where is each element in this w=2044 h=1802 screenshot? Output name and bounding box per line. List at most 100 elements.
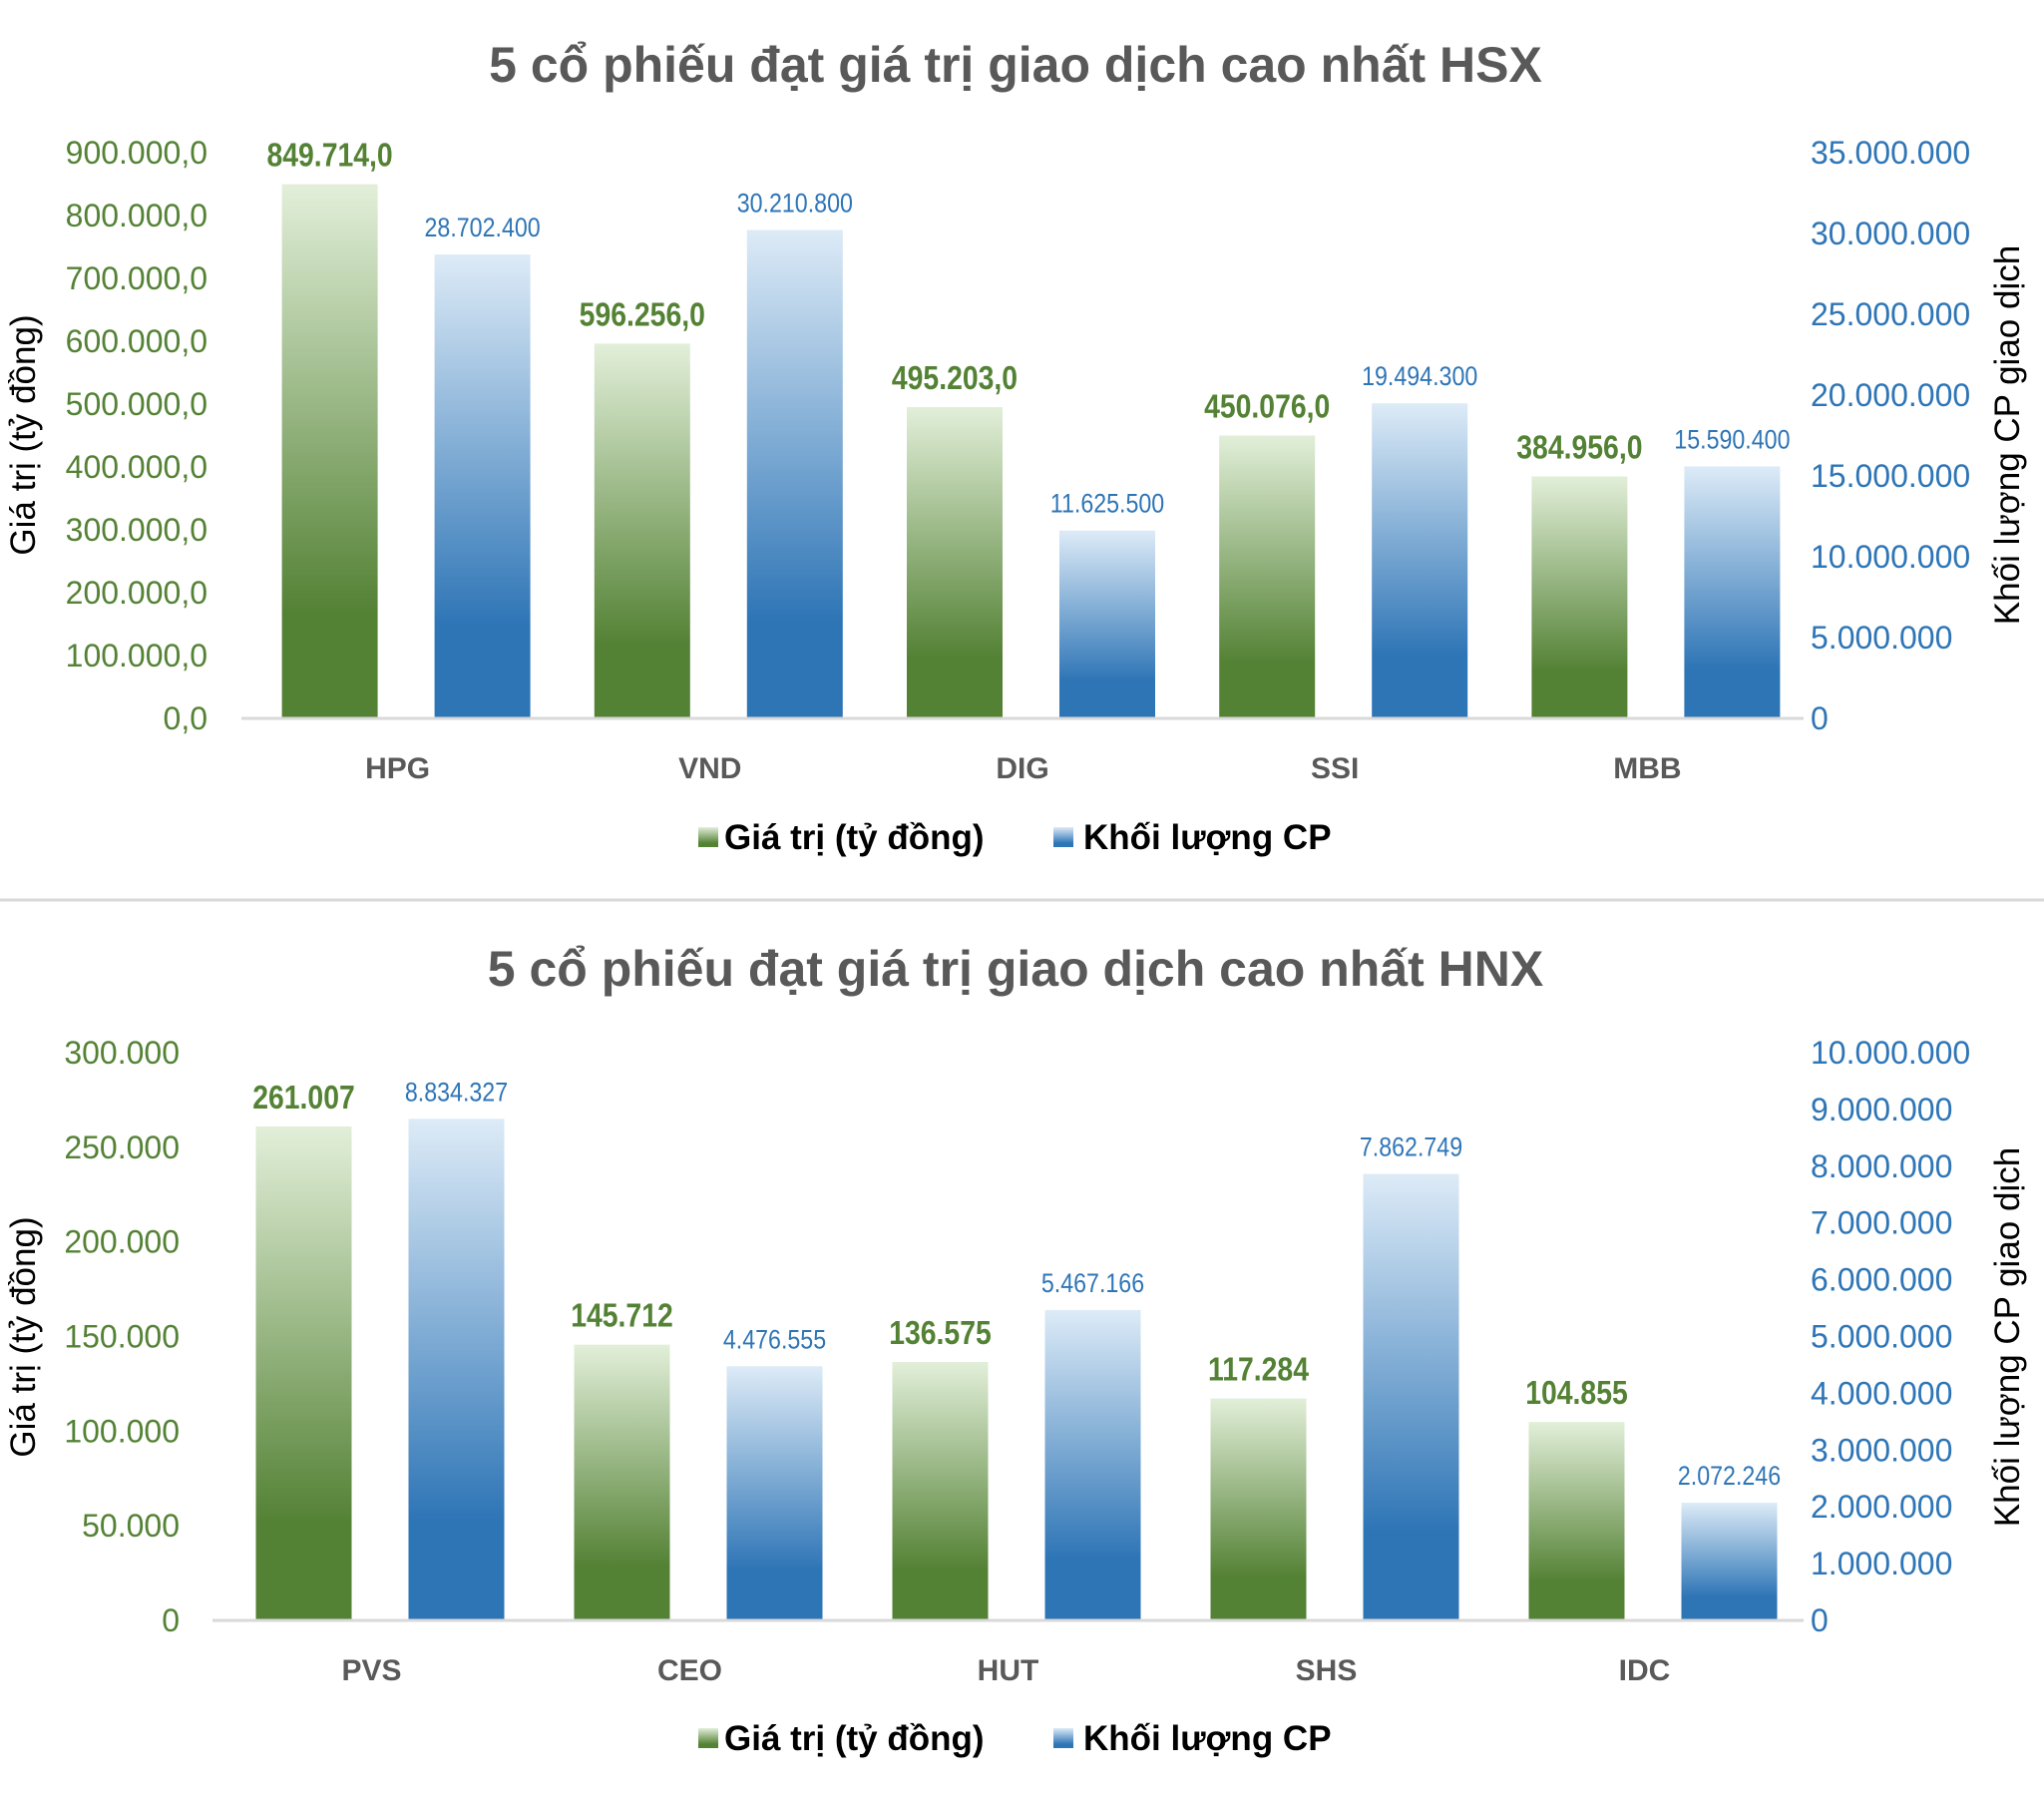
right-axis-tick: 20.000.000: [1811, 377, 1970, 413]
left-axis-tick: 0,0: [164, 700, 207, 736]
right-axis-tick: 3.000.000: [1811, 1432, 1952, 1468]
left-axis-tick: 0: [162, 1602, 180, 1638]
bar-value: [1531, 476, 1628, 718]
data-label-volume: 28.702.400: [425, 213, 541, 242]
category-label: VND: [678, 752, 741, 785]
bar-volume: [434, 254, 531, 718]
right-axis-tick: 15.000.000: [1811, 458, 1970, 494]
left-axis-tick: 800.000,0: [66, 198, 207, 233]
category-label: PVS: [341, 1654, 401, 1687]
category-label: HUT: [978, 1654, 1039, 1687]
left-axis-tick: 100.000: [64, 1413, 180, 1449]
left-axis-tick: 900.000,0: [66, 135, 207, 171]
right-axis-tick: 1.000.000: [1811, 1546, 1952, 1581]
bar-value: [255, 1126, 352, 1620]
bar-value: [1210, 1398, 1307, 1620]
right-axis-tick: 0: [1811, 1602, 1829, 1638]
bar-volume: [746, 229, 843, 719]
data-label-volume: 30.210.800: [737, 189, 853, 219]
bar-volume: [1681, 1503, 1778, 1620]
left-axis-tick: 150.000: [64, 1319, 180, 1355]
right-axis-tick: 25.000.000: [1811, 296, 1970, 332]
left-axis-tick: 300.000,0: [66, 512, 207, 548]
bar-volume: [1363, 1173, 1459, 1620]
right-axis-tick: 5.000.000: [1811, 1319, 1952, 1355]
legend: Giá trị (tỷ đồng) Khối lượng CP: [698, 1719, 1332, 1758]
category-label: HPG: [365, 752, 430, 785]
right-axis-tick: 10.000.000: [1811, 539, 1970, 575]
chart-title: 5 cổ phiếu đạt giá trị giao dịch cao nhấ…: [488, 941, 1543, 997]
bar-volume: [408, 1119, 505, 1620]
left-axis-tick: 50.000: [82, 1508, 180, 1544]
category-label: DIG: [996, 752, 1048, 785]
legend-label-volume: Khối lượng CP: [1083, 818, 1332, 857]
bar-volume: [1059, 530, 1155, 718]
data-label-volume: 7.862.749: [1360, 1132, 1462, 1162]
data-label-value: 384.956,0: [1516, 428, 1642, 466]
left-axis-tick: 250.000: [64, 1129, 180, 1165]
right-axis-tick: 8.000.000: [1811, 1148, 1952, 1184]
chart-hsx: 5 cổ phiếu đạt giá trị giao dịch cao nhấ…: [4, 37, 2027, 857]
data-label-volume: 5.467.166: [1041, 1268, 1144, 1298]
left-axis-tick: 600.000,0: [66, 323, 207, 359]
data-label-value: 261.007: [252, 1079, 355, 1117]
bar-value: [1219, 435, 1316, 718]
bar-value: [892, 1361, 989, 1620]
left-axis-tick: 300.000: [64, 1035, 180, 1071]
left-axis-tick: 700.000,0: [66, 260, 207, 296]
right-axis-tick: 9.000.000: [1811, 1092, 1952, 1127]
right-axis-tick: 30.000.000: [1811, 216, 1970, 251]
data-label-value: 450.076,0: [1204, 387, 1330, 425]
bar-value: [907, 407, 1003, 718]
legend-swatch-volume: [1053, 827, 1073, 847]
data-label-value: 596.256,0: [580, 295, 705, 333]
left-axis-tick: 200.000,0: [66, 575, 207, 611]
left-axis-tick: 400.000,0: [66, 449, 207, 485]
data-label-value: 495.203,0: [892, 359, 1018, 397]
bar-value: [1528, 1422, 1625, 1620]
data-label-volume: 15.590.400: [1674, 425, 1790, 455]
bar-value: [574, 1344, 670, 1620]
data-label-value: 117.284: [1208, 1351, 1309, 1389]
category-label: SHS: [1296, 1654, 1358, 1687]
bar-volume: [1044, 1309, 1141, 1620]
right-axis-title: Khối lượng CP giao dịch: [1988, 245, 2027, 625]
right-axis-tick: 5.000.000: [1811, 620, 1952, 656]
right-axis-title: Khối lượng CP giao dịch: [1988, 1147, 2027, 1527]
category-label: CEO: [657, 1654, 722, 1687]
legend: Giá trị (tỷ đồng) Khối lượng CP: [698, 818, 1332, 857]
data-label-value: 104.855: [1525, 1374, 1628, 1412]
right-axis-tick: 2.000.000: [1811, 1489, 1952, 1525]
right-axis-tick: 10.000.000: [1811, 1035, 1970, 1071]
bar-volume: [1684, 466, 1781, 718]
data-label-volume: 2.072.246: [1678, 1462, 1781, 1492]
legend-label-value: Giá trị (tỷ đồng): [724, 818, 985, 857]
right-axis-tick: 0: [1811, 700, 1829, 736]
right-axis-tick: 35.000.000: [1811, 135, 1970, 171]
data-label-value: 136.575: [889, 1314, 992, 1352]
data-label-value: 849.714,0: [266, 137, 392, 175]
left-axis-tick: 100.000,0: [66, 638, 207, 674]
right-axis-tick: 6.000.000: [1811, 1262, 1952, 1298]
category-label: SSI: [1311, 752, 1359, 785]
legend-swatch-value: [698, 827, 718, 847]
legend-swatch-value: [698, 1728, 718, 1748]
legend-swatch-volume: [1053, 1728, 1073, 1748]
data-label-volume: 8.834.327: [405, 1078, 508, 1108]
left-axis-title: Giá trị (tỷ đồng): [4, 1216, 43, 1457]
data-label-volume: 11.625.500: [1050, 489, 1164, 519]
data-label-value: 145.712: [571, 1297, 673, 1335]
data-label-volume: 19.494.300: [1362, 362, 1477, 392]
bar-volume: [726, 1366, 823, 1620]
left-axis-tick: 500.000,0: [66, 386, 207, 422]
category-label: MBB: [1613, 752, 1681, 785]
left-axis-title: Giá trị (tỷ đồng): [4, 314, 43, 555]
bar-value: [281, 184, 378, 718]
legend-label-volume: Khối lượng CP: [1083, 1719, 1332, 1758]
right-axis-tick: 4.000.000: [1811, 1375, 1952, 1411]
chart-title: 5 cổ phiếu đạt giá trị giao dịch cao nhấ…: [489, 37, 1542, 93]
bar-volume: [1372, 403, 1468, 718]
bar-value: [594, 343, 690, 718]
right-axis-tick: 7.000.000: [1811, 1205, 1952, 1241]
